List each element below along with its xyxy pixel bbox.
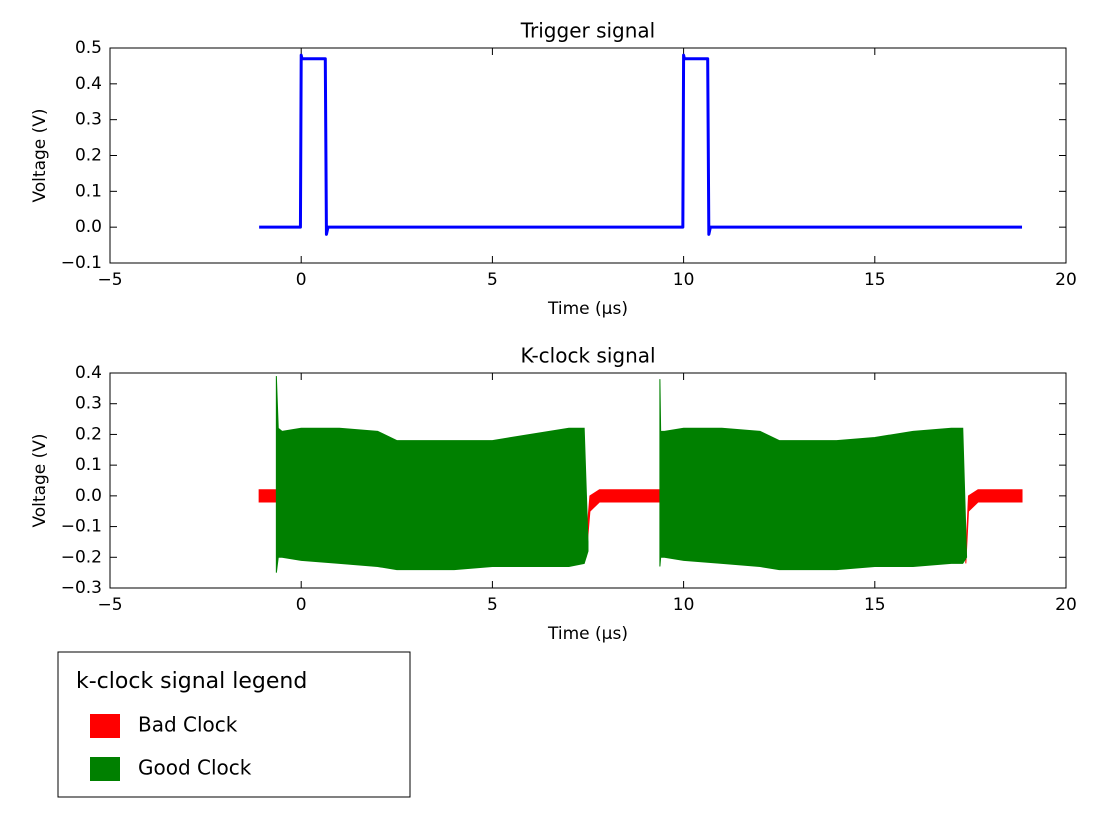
signal-band [659, 379, 968, 571]
x-tick-label: 0 [296, 595, 307, 615]
y-tick-label: 0.1 [75, 181, 102, 201]
legend-label: Good Clock [138, 756, 252, 780]
x-tick-label: −5 [97, 270, 122, 290]
legend-swatch [90, 757, 120, 781]
y-tick-label: 0.1 [75, 455, 102, 475]
legend-swatch [90, 714, 120, 738]
x-tick-label: 20 [1055, 270, 1077, 290]
x-tick-label: 15 [864, 270, 886, 290]
y-tick-label: 0.0 [75, 217, 102, 237]
y-tick-label: 0.5 [75, 38, 102, 58]
plot-area [258, 376, 1023, 573]
y-tick-label: −0.1 [61, 517, 102, 537]
y-axis-label: Voltage (V) [30, 108, 50, 202]
y-tick-label: −0.2 [61, 547, 102, 567]
x-tick-label: −5 [97, 595, 122, 615]
legend-title: k-clock signal legend [76, 669, 307, 694]
x-tick-label: 0 [296, 270, 307, 290]
chart-title: K-clock signal [520, 344, 655, 368]
signal-band [585, 489, 662, 558]
y-tick-label: 0.2 [75, 424, 102, 444]
axes-frame [109, 47, 1067, 264]
x-tick-label: 10 [673, 595, 695, 615]
signal-line [259, 53, 1023, 236]
y-tick-label: 0.0 [75, 486, 102, 506]
y-tick-label: 0.4 [75, 363, 102, 383]
x-tick-label: 5 [487, 270, 498, 290]
x-tick-label: 5 [487, 595, 498, 615]
y-tick-label: −0.3 [61, 578, 102, 598]
x-axis-label: Time (μs) [547, 624, 628, 644]
y-axis-label: Voltage (V) [30, 433, 50, 527]
signal-band [965, 489, 1023, 564]
axes-frame [109, 372, 1067, 589]
x-tick-label: 15 [864, 595, 886, 615]
plot-area [259, 53, 1023, 236]
y-tick-label: 0.4 [75, 74, 102, 94]
x-tick-label: 20 [1055, 595, 1077, 615]
y-tick-label: 0.2 [75, 146, 102, 166]
y-tick-label: −0.1 [61, 253, 102, 273]
legend-label: Bad Clock [138, 713, 238, 737]
y-tick-label: 0.3 [75, 110, 102, 130]
signal-band [275, 376, 589, 573]
chart-title: Trigger signal [520, 19, 656, 43]
signal-band [258, 489, 278, 503]
x-tick-label: 10 [673, 270, 695, 290]
y-tick-label: 0.3 [75, 394, 102, 414]
x-axis-label: Time (μs) [547, 299, 628, 319]
